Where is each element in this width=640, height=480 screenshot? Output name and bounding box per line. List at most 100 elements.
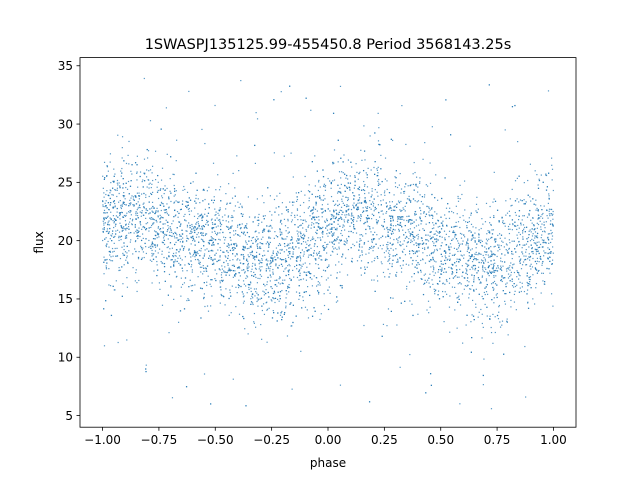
data-point: [334, 240, 336, 242]
data-point: [217, 225, 219, 227]
data-point: [280, 312, 282, 314]
data-point: [440, 253, 442, 255]
data-point: [390, 232, 392, 235]
data-point: [185, 230, 187, 232]
data-point: [200, 271, 202, 273]
data-point: [376, 234, 378, 236]
data-point: [229, 259, 231, 262]
data-point: [178, 201, 180, 203]
data-point: [274, 231, 276, 233]
data-point: [375, 243, 377, 245]
data-point: [423, 212, 425, 214]
data-point: [395, 248, 397, 250]
data-point: [344, 214, 346, 216]
data-point: [336, 229, 338, 231]
data-point: [374, 257, 376, 259]
data-point: [389, 201, 391, 203]
data-point: [129, 210, 131, 212]
data-point: [391, 233, 393, 235]
data-point: [346, 205, 348, 207]
data-point: [258, 223, 260, 225]
data-point: [515, 251, 517, 253]
data-point: [242, 315, 244, 318]
data-point: [490, 272, 492, 274]
data-point: [471, 337, 473, 339]
data-point: [103, 209, 106, 212]
data-point: [102, 228, 104, 230]
data-point: [161, 241, 163, 243]
data-point: [214, 232, 217, 234]
data-point: [233, 243, 235, 245]
data-point: [377, 180, 379, 182]
data-point: [414, 171, 416, 174]
data-point: [300, 236, 303, 239]
data-point: [182, 237, 184, 239]
data-point: [492, 265, 495, 268]
data-point: [502, 290, 504, 292]
data-point: [404, 210, 406, 212]
data-point: [322, 233, 324, 235]
data-point: [269, 195, 271, 197]
data-point: [225, 288, 227, 290]
data-point: [219, 207, 221, 209]
data-point: [273, 237, 275, 239]
data-point: [349, 225, 351, 227]
data-point: [501, 320, 504, 322]
data-point: [542, 280, 544, 282]
data-point: [310, 239, 312, 242]
data-point: [129, 185, 132, 187]
data-point: [213, 196, 215, 198]
data-point: [304, 262, 306, 264]
data-point: [494, 262, 496, 264]
chart-title: 1SWASPJ135125.99-455450.8 Period 3568143…: [145, 37, 512, 53]
data-point: [161, 231, 164, 233]
data-point: [332, 163, 334, 165]
data-point: [200, 232, 202, 234]
data-point: [480, 239, 482, 241]
data-point: [498, 221, 500, 223]
data-point: [243, 227, 246, 229]
data-point: [243, 272, 246, 274]
data-point: [153, 207, 155, 209]
data-point: [257, 216, 259, 218]
data-point: [499, 321, 501, 323]
data-point: [299, 274, 301, 277]
data-point: [198, 236, 200, 238]
data-point: [106, 212, 108, 214]
data-point: [207, 242, 210, 244]
data-point: [519, 275, 521, 277]
data-point: [321, 204, 323, 206]
data-point: [228, 314, 230, 316]
data-point: [487, 261, 489, 263]
data-point: [482, 384, 484, 386]
data-point: [523, 255, 525, 257]
data-point: [166, 246, 168, 249]
data-point: [319, 186, 321, 188]
data-point: [250, 246, 252, 248]
data-point: [397, 216, 399, 218]
data-point: [527, 240, 529, 243]
data-point: [322, 245, 325, 247]
data-point: [532, 239, 535, 242]
data-point: [382, 213, 384, 215]
data-point: [432, 257, 434, 259]
data-point: [422, 293, 425, 296]
data-point: [190, 232, 192, 234]
data-point: [215, 279, 217, 282]
data-point: [265, 243, 267, 245]
data-point: [208, 250, 210, 252]
data-point: [532, 274, 534, 276]
data-point: [460, 237, 463, 239]
data-point: [420, 200, 423, 203]
data-point: [347, 221, 349, 224]
data-point: [235, 230, 237, 232]
data-point: [257, 238, 259, 240]
data-point: [467, 243, 469, 245]
data-point: [539, 243, 542, 246]
data-point: [543, 224, 545, 226]
data-point: [437, 199, 439, 201]
data-point: [351, 166, 353, 168]
data-point: [511, 285, 514, 287]
data-point: [205, 219, 208, 222]
